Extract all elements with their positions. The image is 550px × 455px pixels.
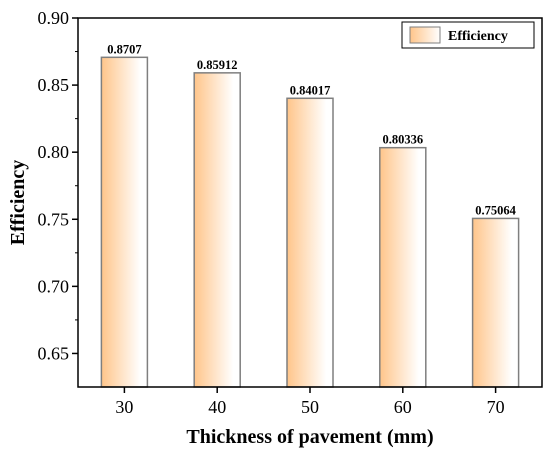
bar-70 [471, 217, 520, 388]
x-tick-label-50: 50 [301, 397, 319, 417]
y-tick-label-0.90: 0.90 [38, 8, 70, 28]
x-tick-label-40: 40 [208, 397, 226, 417]
bars-group [100, 56, 520, 388]
data-label-60: 0.80336 [382, 133, 423, 147]
bar-60 [379, 146, 427, 388]
data-label-50: 0.84017 [290, 83, 331, 97]
data-label-70: 0.75064 [475, 203, 516, 217]
y-tick-label-0.65: 0.65 [38, 343, 70, 363]
data-label-30: 0.8707 [107, 42, 141, 56]
y-tick-label-0.80: 0.80 [38, 142, 70, 162]
data-labels-group: 0.8707 0.85912 0.84017 0.80336 0.75064 [107, 42, 516, 217]
legend-label: Efficiency [448, 29, 508, 44]
legend-swatch [409, 26, 441, 44]
bar-30 [100, 56, 149, 388]
x-tick-label-70: 70 [487, 397, 505, 417]
y-tick-label-0.70: 0.70 [38, 276, 70, 296]
bar-40 [193, 72, 241, 388]
bar-50 [286, 97, 334, 388]
axes-group: 30 40 50 60 70 0.65 0.70 0.75 0.80 0.85 0.90 [38, 8, 505, 417]
legend: Efficiency [401, 21, 535, 49]
y-tick-label-0.75: 0.75 [38, 209, 70, 229]
y-tick-label-0.85: 0.85 [38, 75, 70, 95]
x-axis-title: Thickness of pavement (mm) [186, 426, 433, 448]
data-label-40: 0.85912 [197, 58, 238, 72]
y-axis-title: Efficiency [7, 160, 29, 246]
x-tick-label-30: 30 [115, 397, 133, 417]
x-tick-label-60: 60 [394, 397, 412, 417]
